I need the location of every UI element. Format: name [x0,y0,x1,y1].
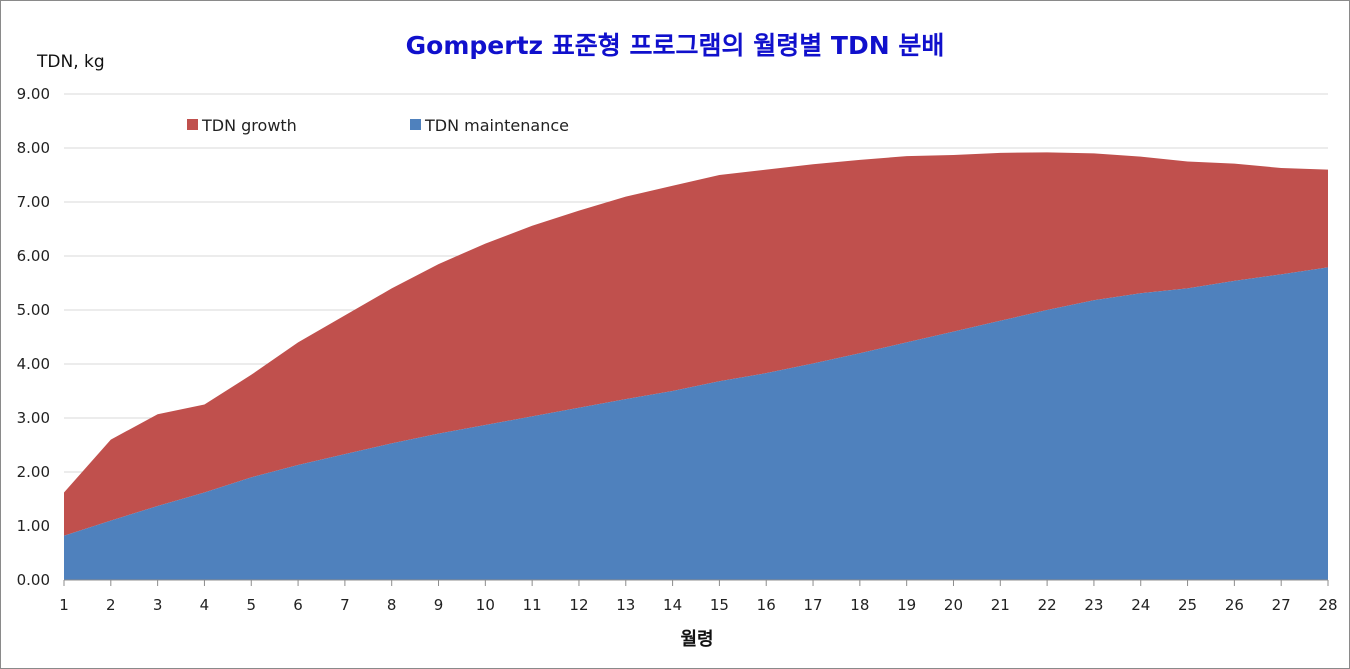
x-tick-label: 8 [387,596,397,614]
x-tick-label: 12 [569,596,588,614]
x-tick-label: 7 [340,596,350,614]
x-tick-label: 18 [850,596,869,614]
x-tick-label: 1 [59,596,69,614]
x-tick-label: 26 [1225,596,1244,614]
x-tick-label: 11 [523,596,542,614]
x-tick-label: 16 [757,596,776,614]
x-tick-label: 10 [476,596,495,614]
x-tick-label: 9 [434,596,444,614]
x-tick-label: 25 [1178,596,1197,614]
y-axis-label: TDN, kg [36,52,105,72]
x-tick-label: 24 [1131,596,1150,614]
x-tick-label: 17 [803,596,822,614]
y-axis-ticks: 0.00 1.00 2.00 3.00 4.00 5.00 6.00 7.00 8.00 9.00 [17,85,50,589]
x-tick-label: 21 [991,596,1010,614]
x-tick-label: 20 [944,596,963,614]
x-tick-label: 4 [200,596,210,614]
x-tick-label: 15 [710,596,729,614]
y-tick-label: 6.00 [17,247,50,265]
legend-label: TDN growth [201,116,297,135]
y-tick-label: 8.00 [17,139,50,157]
x-tick-label: 28 [1318,596,1337,614]
area-tdn-growth [64,152,1328,536]
legend: TDN growth TDN maintenance [187,116,569,135]
y-tick-label: 4.00 [17,355,50,373]
y-tick-label: 3.00 [17,409,50,427]
x-axis-label: 월령 [680,629,713,650]
x-tick-label: 19 [897,596,916,614]
x-tick-label: 3 [153,596,163,614]
y-tick-label: 7.00 [17,193,50,211]
x-tick-label: 23 [1084,596,1103,614]
y-tick-label: 5.00 [17,301,50,319]
chart-title: Gompertz 표준형 프로그램의 월령별 TDN 분배 [406,31,945,60]
area-series [64,152,1328,581]
y-tick-label: 1.00 [17,517,50,535]
x-tick-label: 5 [246,596,256,614]
x-tick-label: 13 [616,596,635,614]
x-tick-label: 22 [1038,596,1057,614]
y-tick-label: 9.00 [17,85,50,103]
legend-swatch [410,119,421,130]
y-tick-label: 2.00 [17,463,50,481]
x-tick-label: 14 [663,596,682,614]
y-tick-label: 0.00 [17,571,50,589]
legend-swatch [187,119,198,130]
x-tick-label: 27 [1272,596,1291,614]
x-tick-label: 2 [106,596,116,614]
legend-label: TDN maintenance [424,116,569,135]
x-axis-ticks: 1 2 3 4 5 6 7 8 9 10 11 12 13 14 15 16 17 18 19 20 21 22 23 24 2… [59,580,1338,614]
x-tick-label: 6 [293,596,303,614]
area-tdn-maintenance [64,267,1328,580]
